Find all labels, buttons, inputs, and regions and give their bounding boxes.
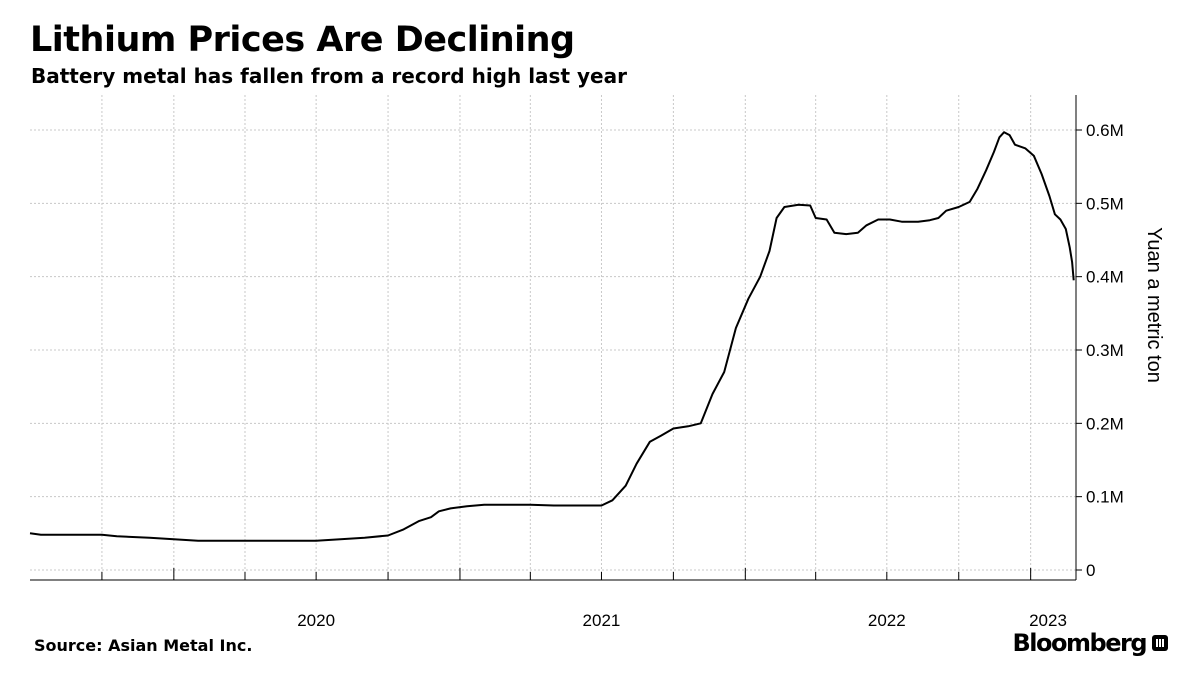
- chart-title: Lithium Prices Are Declining: [30, 20, 575, 60]
- bloomberg-terminal-icon: [1152, 635, 1168, 651]
- y-tick-label: 0: [1086, 561, 1095, 580]
- tick-labels: 0 0.1M 0.2M 0.3M 0.4M 0.5M 0.6M 2020 2021 2022 202…: [297, 121, 1165, 630]
- chart-subtitle: Battery metal has fallen from a record h…: [31, 64, 627, 88]
- x-tick-label: 2023: [1029, 611, 1067, 630]
- brand-name: Bloomberg: [1012, 629, 1148, 657]
- series-layer: [29, 131, 1075, 542]
- price-line-series-0: [29, 131, 1075, 542]
- x-tick-label: 2021: [583, 611, 621, 630]
- x-tick-label: 2020: [297, 611, 335, 630]
- x-tick-label: 2022: [868, 611, 906, 630]
- y-tick-label: 0.2M: [1086, 414, 1124, 433]
- axes: [30, 95, 1082, 581]
- brand-logo: Bloomberg: [1013, 629, 1168, 657]
- source-note: Source: Asian Metal Inc.: [34, 636, 253, 655]
- y-tick-label: 0.4M: [1086, 268, 1124, 287]
- y-tick-label: 0.1M: [1086, 488, 1124, 507]
- y-tick-label: 0.5M: [1086, 194, 1124, 213]
- y-tick-label: 0.6M: [1086, 121, 1124, 140]
- y-axis-label: Yuan a metric ton: [1143, 227, 1165, 383]
- grid-lines: [30, 95, 1076, 580]
- y-tick-label: 0.3M: [1086, 341, 1124, 360]
